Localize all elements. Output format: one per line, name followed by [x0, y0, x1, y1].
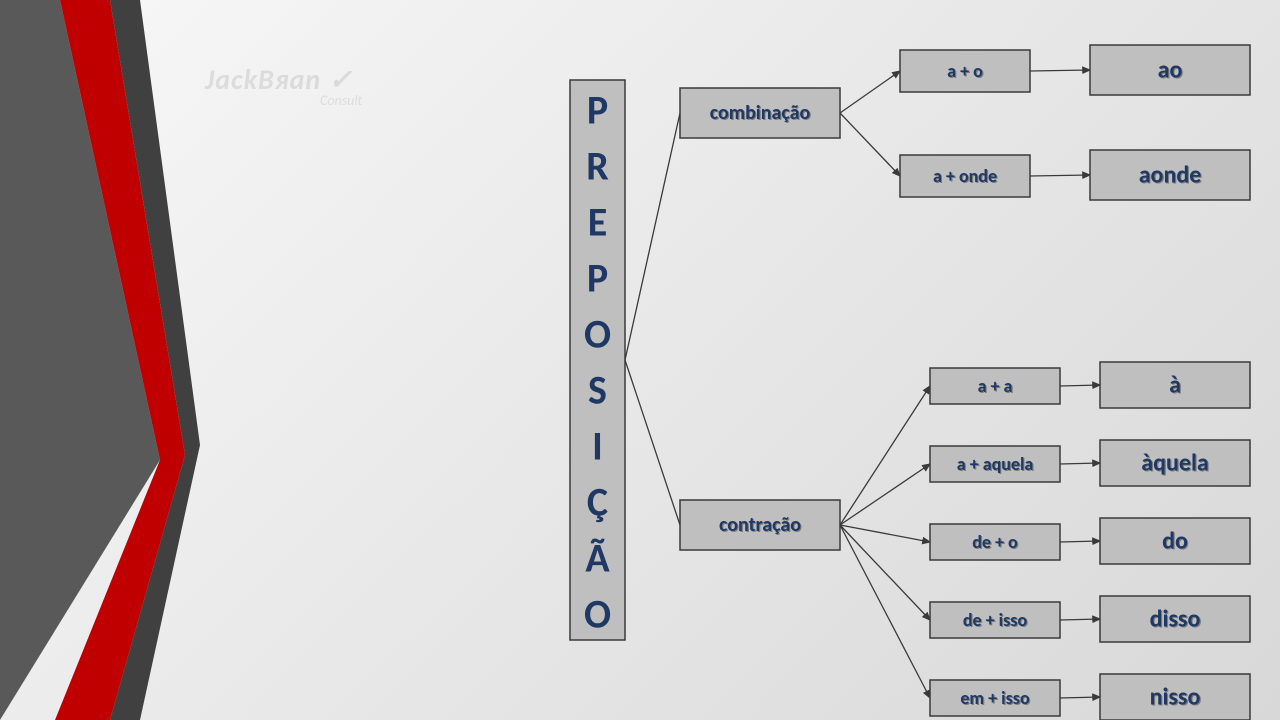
formula-label: de + isso: [963, 609, 1028, 631]
root-letter: P: [587, 254, 608, 303]
connector: [1030, 70, 1090, 71]
formula-label: de + o: [972, 531, 1018, 553]
connector: [840, 71, 900, 113]
branch-label-combinacao: combinação: [710, 101, 811, 125]
result-label: nisso: [1150, 683, 1201, 712]
connector: [1060, 697, 1100, 698]
result-label: à: [1169, 371, 1181, 400]
connector: [840, 113, 900, 176]
root-letter: P: [587, 86, 608, 135]
formula-label: a + a: [978, 375, 1013, 397]
connector: [1030, 175, 1090, 176]
branch-label-contracao: contração: [719, 513, 801, 537]
connector: [840, 525, 930, 698]
result-label: ao: [1158, 56, 1183, 85]
root-letter: O: [584, 310, 611, 359]
connector: [1060, 385, 1100, 386]
root-letter: R: [586, 142, 609, 191]
result-label: àquela: [1141, 449, 1208, 478]
result-label: aonde: [1139, 161, 1202, 190]
connector: [1060, 463, 1100, 464]
connector: [625, 113, 680, 360]
formula-label: a + onde: [933, 165, 997, 187]
connector: [1060, 619, 1100, 620]
result-label: disso: [1150, 605, 1201, 634]
diagram-stage: PREPOSIÇÃOcombinaçãocombinaçãoa + oa + o…: [0, 0, 1280, 720]
connector: [625, 360, 680, 525]
root-letter: O: [584, 590, 611, 639]
root-letter: Ç: [587, 478, 608, 527]
connector: [840, 464, 930, 525]
formula-label: a + o: [947, 60, 983, 82]
connector: [840, 386, 930, 525]
root-letter: I: [592, 422, 603, 471]
root-letter: Ã: [585, 534, 610, 583]
formula-label: a + aquela: [957, 453, 1034, 475]
formula-label: em + isso: [960, 687, 1030, 709]
root-letter: S: [588, 366, 607, 415]
result-label: do: [1162, 527, 1188, 556]
connector: [1060, 541, 1100, 542]
root-letter: E: [588, 198, 608, 247]
